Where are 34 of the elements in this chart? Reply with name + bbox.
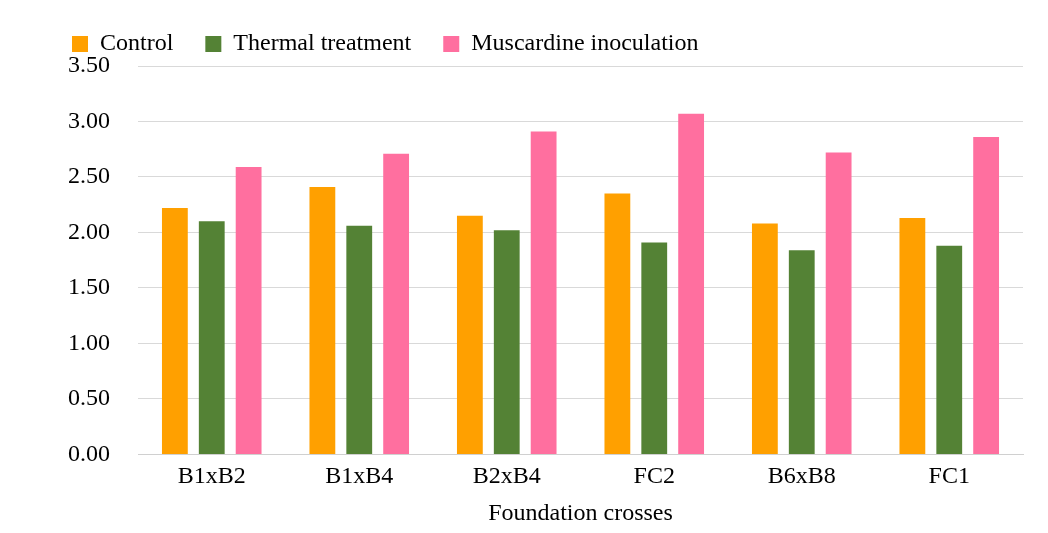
bar [751,223,778,454]
x-tick-label: B6xB8 [767,462,836,489]
legend-label: Muscardine inoculation [471,29,699,56]
x-tick-label: FC1 [928,462,970,489]
y-tick-label: 1.00 [68,328,110,355]
bar [899,218,926,454]
y-tick-label: 0.50 [68,384,110,411]
x-tick-label: B1xB4 [325,462,394,489]
bar [493,230,520,454]
bar [530,131,557,454]
x-axis-title: Foundation crosses [488,498,673,525]
y-tick-label: 2.00 [68,217,110,244]
legend-label: Thermal treatment [233,29,412,56]
x-tick-label: B2xB4 [472,462,541,489]
x-tick-label: B1xB2 [177,462,246,489]
bar [936,245,963,454]
bar [161,208,188,454]
bar [825,152,852,454]
bar [604,193,631,454]
bar [788,250,815,454]
bar [641,242,668,454]
y-tick-label: 1.50 [68,273,110,300]
bar [456,215,483,454]
bar [678,113,705,454]
y-tick-label: 3.00 [68,106,110,133]
y-tick-label: 0.00 [68,439,110,466]
x-tick-label: FC2 [633,462,675,489]
y-tick-label: 2.50 [68,162,110,189]
bar [973,137,1000,454]
bar [235,166,262,454]
bar [198,221,225,454]
bar [309,186,336,454]
bar [383,153,410,454]
bar [346,225,373,454]
